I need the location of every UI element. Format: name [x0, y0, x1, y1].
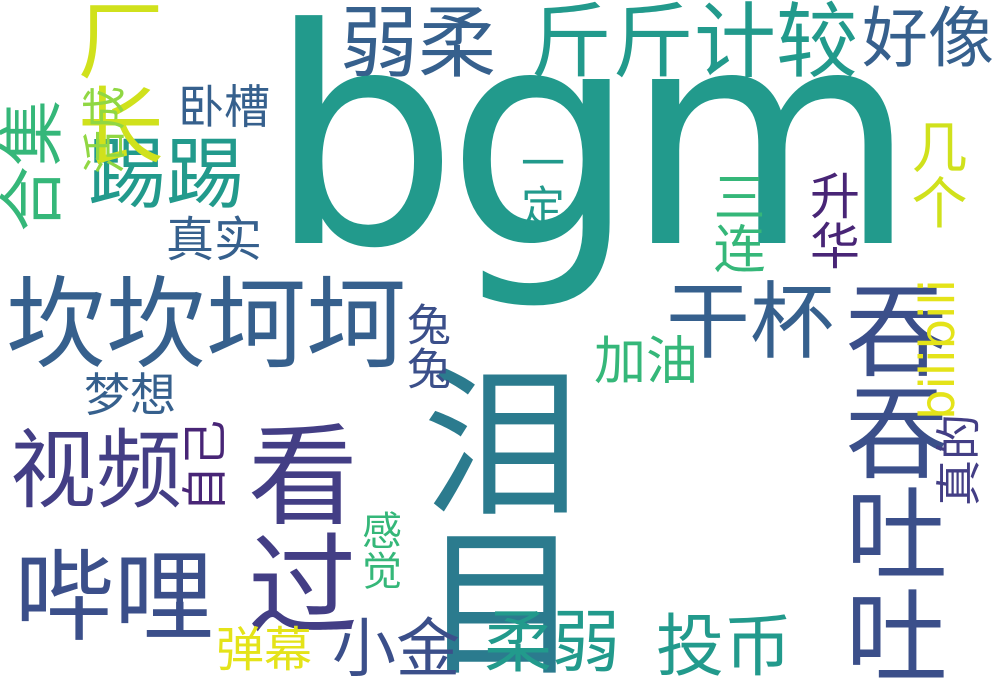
word-toubi: 投币: [656, 608, 793, 687]
word-jinjin: 斤斤计较: [530, 0, 859, 90]
word-huocheng: 活成: [80, 86, 131, 174]
word-roru: 柔弱: [484, 604, 621, 683]
word-ruorou: 弱柔: [340, 0, 497, 89]
word-leimu: 泪目: [394, 360, 582, 680]
word-shenghua: 升华: [802, 170, 860, 270]
word-ganjue: 感觉: [355, 510, 401, 590]
word-jiayou: 加油: [594, 332, 699, 392]
word-ziji: 自己: [178, 420, 232, 512]
word-tuntun: 吞吞吐吐: [828, 278, 947, 686]
word-wocao: 卧槽: [178, 80, 270, 134]
word-tutu: 兔兔: [399, 302, 450, 390]
word-heji: 合集: [0, 100, 71, 232]
word-kankan: 坎坎坷坷: [6, 266, 406, 383]
word-sanlian: 三连: [704, 170, 764, 274]
word-kanguo: 看过: [229, 418, 357, 638]
word-jige: 几个: [902, 118, 967, 230]
word-bili: 哔哩: [14, 539, 214, 656]
word-danmu: 弹幕: [216, 622, 313, 678]
word-xiaojin: 小金: [332, 613, 460, 687]
word-haoxiang: 好像: [862, 0, 994, 77]
word-bgm: bgm: [268, 0, 917, 314]
word-ganbei: 干杯: [666, 273, 835, 371]
word-tita: 踢踢: [88, 130, 245, 220]
word-bilibili: bilibili: [910, 279, 966, 420]
word-changzhang: 厂长: [62, 0, 163, 168]
word-mengxiang: 梦想: [84, 368, 176, 422]
word-zhenshi: 真实: [166, 212, 263, 268]
word-zhende: 真的: [932, 414, 986, 506]
word-shipin: 视频: [10, 421, 182, 521]
word-yiding: 一定: [513, 140, 564, 228]
